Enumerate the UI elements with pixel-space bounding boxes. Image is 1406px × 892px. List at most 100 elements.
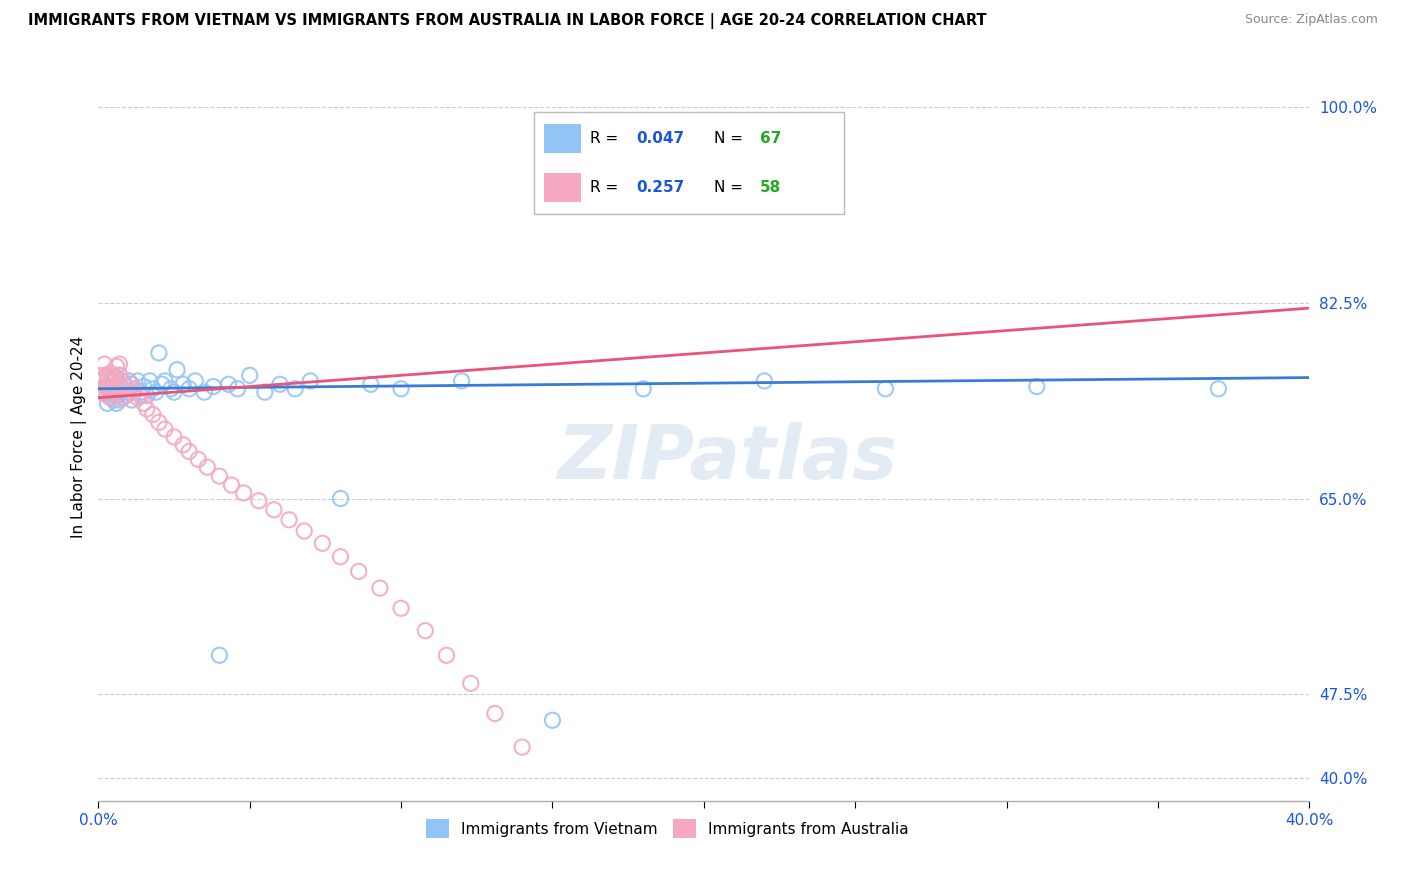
Point xyxy=(121,385,143,400)
Point xyxy=(108,379,131,393)
Point xyxy=(93,379,115,393)
Text: N =: N = xyxy=(714,130,748,145)
Bar xyxy=(544,124,581,153)
Point xyxy=(179,382,201,396)
Point xyxy=(142,382,165,396)
Point xyxy=(105,359,128,374)
Point xyxy=(96,374,118,388)
Point xyxy=(108,392,131,407)
Point xyxy=(111,391,134,405)
Text: ZIPatlas: ZIPatlas xyxy=(558,422,898,495)
Point xyxy=(121,392,143,407)
Point xyxy=(114,379,136,393)
Point xyxy=(450,374,472,388)
Point xyxy=(100,374,122,388)
Point xyxy=(135,388,157,402)
Point xyxy=(103,370,125,384)
Point xyxy=(103,385,125,400)
Point xyxy=(278,513,301,527)
Text: 0.047: 0.047 xyxy=(637,130,685,145)
Point xyxy=(103,382,125,396)
Point xyxy=(1208,382,1230,396)
Point xyxy=(329,549,352,564)
Point xyxy=(1025,379,1047,393)
Point xyxy=(96,382,118,396)
Point xyxy=(299,374,322,388)
Point xyxy=(360,377,382,392)
Point xyxy=(160,382,183,396)
Point xyxy=(103,382,125,396)
Point xyxy=(96,396,118,410)
Point xyxy=(129,385,152,400)
Point xyxy=(195,460,218,475)
Point xyxy=(172,377,194,392)
Point xyxy=(292,524,315,538)
Point xyxy=(541,713,564,727)
Point xyxy=(247,493,270,508)
Point xyxy=(100,366,122,380)
Point xyxy=(117,374,139,388)
Point xyxy=(105,396,128,410)
Point xyxy=(135,401,157,416)
Point xyxy=(124,382,146,396)
Point xyxy=(105,370,128,384)
Point xyxy=(145,385,167,400)
Point xyxy=(208,469,231,483)
Point xyxy=(127,391,149,405)
Point xyxy=(148,416,170,430)
Point xyxy=(108,368,131,383)
Point xyxy=(166,363,188,377)
Point xyxy=(103,388,125,402)
Point xyxy=(111,382,134,396)
Point xyxy=(100,379,122,393)
Point xyxy=(96,368,118,383)
Point xyxy=(90,385,112,400)
Point xyxy=(631,382,654,396)
Point xyxy=(232,486,254,500)
Point xyxy=(117,385,139,400)
Point xyxy=(96,388,118,402)
Point xyxy=(221,478,243,492)
Point xyxy=(153,422,176,436)
Point xyxy=(105,370,128,384)
Point xyxy=(460,676,482,690)
Point xyxy=(103,374,125,388)
Text: Source: ZipAtlas.com: Source: ZipAtlas.com xyxy=(1244,13,1378,27)
Point xyxy=(93,370,115,384)
Point xyxy=(100,391,122,405)
Point xyxy=(193,385,215,400)
Point xyxy=(111,374,134,388)
Point xyxy=(163,385,186,400)
Text: 58: 58 xyxy=(761,180,782,195)
Point xyxy=(93,379,115,393)
Point xyxy=(114,379,136,393)
Point xyxy=(875,382,897,396)
Point xyxy=(163,430,186,444)
Point xyxy=(202,379,225,393)
Point xyxy=(389,601,412,615)
Point xyxy=(368,581,391,595)
Point xyxy=(117,374,139,388)
Point xyxy=(269,377,291,392)
Point xyxy=(132,396,155,410)
Text: R =: R = xyxy=(591,180,623,195)
Point xyxy=(484,706,506,721)
Text: IMMIGRANTS FROM VIETNAM VS IMMIGRANTS FROM AUSTRALIA IN LABOR FORCE | AGE 20-24 : IMMIGRANTS FROM VIETNAM VS IMMIGRANTS FR… xyxy=(28,13,987,29)
Point xyxy=(96,368,118,383)
Point xyxy=(124,382,146,396)
Text: R =: R = xyxy=(591,130,623,145)
Point xyxy=(127,374,149,388)
Point xyxy=(150,377,173,392)
Point xyxy=(347,564,370,578)
Point xyxy=(108,368,131,383)
Point xyxy=(329,491,352,506)
Point xyxy=(108,357,131,371)
Point xyxy=(139,374,162,388)
Point xyxy=(253,385,276,400)
Point xyxy=(187,452,209,467)
Point xyxy=(132,379,155,393)
Point xyxy=(436,648,458,663)
Point xyxy=(208,648,231,663)
Bar xyxy=(544,173,581,202)
Point xyxy=(96,379,118,393)
